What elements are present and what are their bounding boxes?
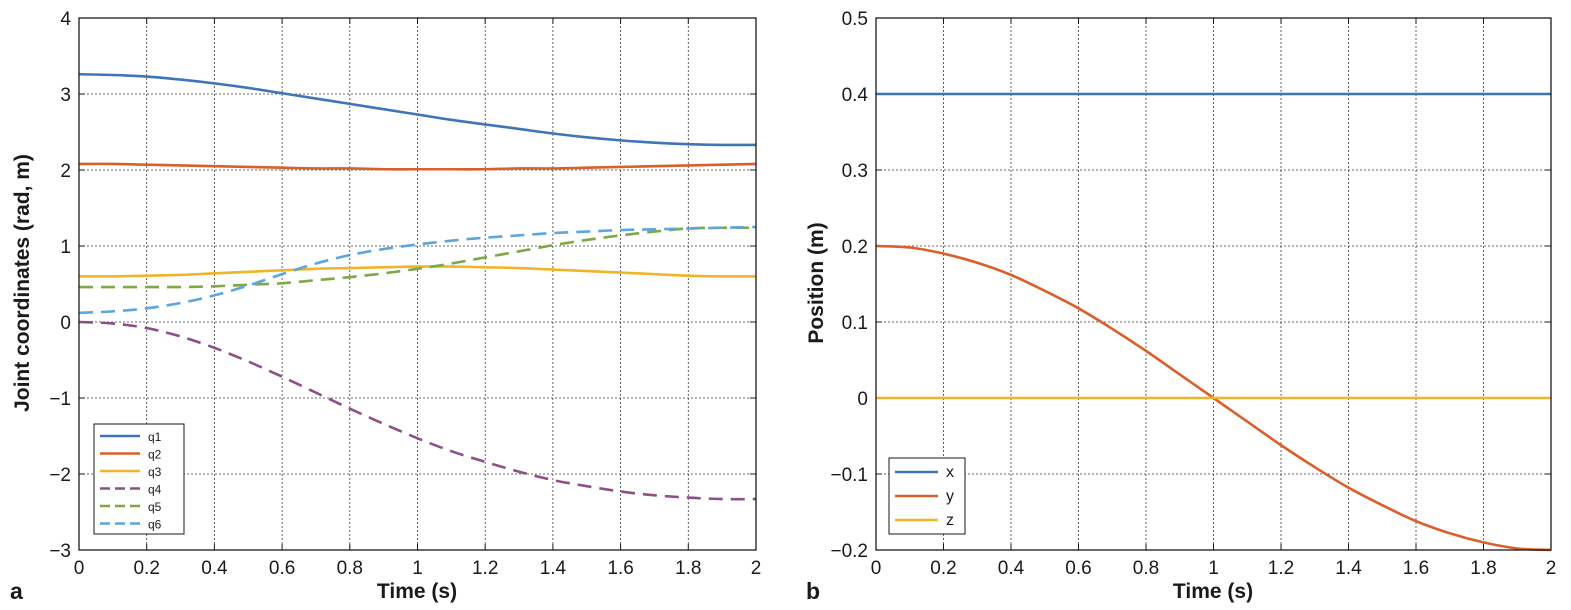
panel-b-legend-label: z (946, 512, 954, 529)
panel-a-legend: q1 q2 q3 q4 q5 q6 (93, 423, 185, 535)
panel-a-y-axis-label: Joint coordinates (rad, m) (11, 154, 34, 412)
panel-b-y-tick-label: 0.1 (842, 313, 868, 334)
panel-b-legend-label: y (946, 488, 954, 505)
panel-a-series-line-q5 (79, 226, 757, 289)
panel-a-series-line-q3 (78, 265, 757, 278)
panel-b-x-tick-label: 1.6 (1403, 558, 1429, 579)
panel-a-y-tick-labels: 4 3 2 1 0 −1 −2 −3 (49, 9, 71, 562)
panel-b-y-tick-labels: 0.5 0.4 0.3 0.2 0.1 0 −0.1 −0.2 (830, 9, 868, 562)
panel-a-legend-label: q3 (148, 465, 162, 479)
panel-a-x-axis-label: Time (s) (377, 580, 457, 603)
panel-b-x-tick-label: 1.8 (1470, 558, 1496, 579)
panel-a-letter: a (10, 578, 23, 604)
panel-b-y-tick-label: 0.2 (842, 237, 868, 258)
panel-a-y-tick-label: 0 (60, 313, 71, 334)
panel-a-x-tick-label: 0.6 (269, 558, 295, 579)
panel-b-series (875, 92, 1552, 552)
panel-b-x-tick-label: 2 (1546, 558, 1557, 579)
panel-b-position: 0 0.2 0.4 0.6 0.8 1 1.2 1.4 1.6 1.8 2 0.5 0.4 0.3 0.2… (805, 9, 1556, 604)
panel-b-y-axis-label: Position (m) (805, 222, 828, 343)
panel-b-legend-label: x (946, 464, 954, 481)
panel-b-letter: b (806, 578, 820, 604)
panel-a-series-line-q4 (78, 320, 757, 501)
panel-b-x-tick-label: 0.4 (998, 558, 1025, 579)
panel-b-x-axis-label: Time (s) (1173, 580, 1253, 603)
panel-a-joint-coordinates: 0 0.2 0.4 0.6 0.8 1 1.2 1.4 1.6 1.8 2 43210−1−2−3 … (10, 9, 761, 604)
panel-a-y-tick-label: 3 (60, 85, 71, 106)
panel-a-series (78, 72, 757, 501)
panel-b-x-tick-label: 0.6 (1065, 558, 1091, 579)
panel-a-series-line-q2 (78, 162, 757, 171)
panel-a-y-tick-label: −1 (49, 389, 71, 410)
panel-b-y-tick-label: 0.3 (842, 161, 868, 182)
panel-a-legend-box (93, 423, 185, 535)
panel-b-legend: xyz (888, 457, 966, 535)
panel-a-legend-label: q2 (148, 448, 162, 462)
panel-a-legend-label: q1 (148, 430, 162, 444)
panel-a-x-tick-label: 2 (751, 558, 762, 579)
panel-a-x-tick-label: 1.4 (540, 558, 567, 579)
panel-b-y-tick-label: 0 (857, 389, 868, 410)
panel-b-x-tick-labels: 0 0.2 0.4 0.6 0.8 1 1.2 1.4 1.6 1.8 2 (871, 558, 1557, 579)
panel-a-x-tick-label: 0.4 (201, 558, 228, 579)
panel-a-series-line-q6 (78, 225, 757, 315)
panel-b-plot-frame (875, 17, 1552, 551)
panel-a-legend-label: q6 (148, 518, 162, 532)
panel-a-y-tick-label: −2 (49, 465, 71, 486)
panel-a-y-tick-label: 4 (60, 9, 71, 30)
panel-a-x-tick-label: 1.8 (675, 558, 701, 579)
panel-b-x-tick-label: 1 (1208, 558, 1219, 579)
panel-a-x-tick-label: 1 (412, 558, 423, 579)
panel-a-plot-frame (78, 17, 757, 551)
panel-b-y-tick-label: −0.2 (830, 541, 868, 562)
panel-b-x-tick-label: 1.2 (1268, 558, 1294, 579)
panel-a-y-tick-label: −3 (49, 541, 71, 562)
panel-a-x-tick-label: 0.2 (133, 558, 159, 579)
panel-b-y-tick-label: 0.5 (842, 9, 868, 30)
panel-b-x-tick-label: 1.4 (1335, 558, 1362, 579)
panel-b-y-tick-label: 0.4 (842, 85, 869, 106)
panel-a-y-tick-label: 1 (60, 237, 71, 258)
panel-a-legend-label: q4 (148, 483, 162, 497)
panel-a-x-tick-label: 0 (74, 558, 85, 579)
panel-a-x-tick-label: 0.8 (337, 558, 363, 579)
panel-a-x-tick-label: 1.2 (472, 558, 498, 579)
panel-a-x-tick-label: 1.6 (607, 558, 633, 579)
panel-a-series-line-q1 (78, 72, 757, 147)
panel-b-x-tick-label: 0.2 (930, 558, 956, 579)
panel-a-grid (78, 17, 757, 551)
panel-b-x-tick-label: 0 (871, 558, 882, 579)
panel-b-grid (875, 17, 1552, 551)
panel-a-legend-label: q5 (148, 500, 162, 514)
panel-b-y-tick-label: −0.1 (830, 465, 868, 486)
panel-a-y-tick-label: 2 (60, 161, 71, 182)
panel-b-x-tick-label: 0.8 (1133, 558, 1159, 579)
panel-a-x-tick-labels: 0 0.2 0.4 0.6 0.8 1 1.2 1.4 1.6 1.8 2 (74, 558, 762, 579)
